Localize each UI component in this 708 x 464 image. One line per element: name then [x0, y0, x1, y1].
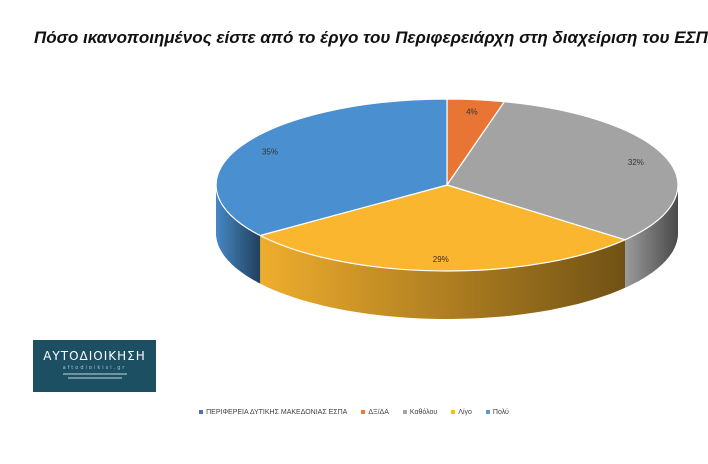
legend-swatch-2	[402, 410, 407, 415]
legend: ΠΕΡΙΦΕΡΕΙΑ ΔΥΤΙΚΗΣ ΜΑΚΕΔΟΝΙΑΣ ΕΣΠΑ ΔΞ/ΔΑ Κ…	[0, 409, 708, 416]
legend-label-2: Καθόλου	[409, 409, 438, 416]
logo-fine-line	[62, 373, 127, 375]
logo-fine-line	[67, 377, 122, 379]
pie-label-1: 32%	[628, 158, 644, 167]
pie-side-shade-1	[625, 185, 678, 288]
legend-label-0: ΠΕΡΙΦΕΡΕΙΑ ΔΥΤΙΚΗΣ ΜΑΚΕΔΟΝΙΑΣ ΕΣΠΑ	[206, 409, 348, 416]
pie-slice-1	[446, 101, 679, 241]
legend-label-3: Λίγο	[458, 409, 472, 416]
legend-label-1: ΔΞ/ΔΑ	[368, 409, 389, 416]
pie-side-shade-3	[216, 185, 261, 284]
pie-slice-2	[259, 184, 626, 272]
pie-side-shade-2	[260, 235, 625, 319]
legend-item-3: Λίγο	[451, 409, 472, 416]
chart-title: Πόσο ικανοποιημένος είστε από το έργο το…	[34, 28, 708, 47]
legend-item-2: Καθόλου	[402, 409, 438, 416]
pie-label-2: 29%	[433, 255, 449, 264]
pie-labels: 4% 32% 29% 35%	[262, 108, 644, 264]
pie-label-3: 35%	[262, 147, 278, 156]
pie-label-0: 4%	[466, 108, 478, 117]
pie-slice-3	[215, 98, 448, 237]
pie-sides	[216, 185, 678, 319]
legend-label-4: Πολύ	[492, 409, 509, 416]
legend-item-1: ΔΞ/ΔΑ	[361, 409, 389, 416]
legend-item-0: ΠΕΡΙΦΕΡΕΙΑ ΔΥΤΙΚΗΣ ΜΑΚΕΔΟΝΙΑΣ ΕΣΠΑ	[199, 409, 347, 416]
legend-item-4: Πολύ	[485, 409, 509, 416]
legend-swatch-3	[451, 410, 456, 415]
logo-name: ΑΥΤΟΔΙΟΙΚΗΣΗ	[43, 349, 146, 363]
legend-swatch-0	[199, 410, 204, 415]
logo-site: aftodioikisi.gr	[62, 365, 127, 371]
pie-slices	[215, 98, 679, 272]
legend-swatch-4	[485, 410, 490, 415]
logo: ΑΥΤΟΔΙΟΙΚΗΣΗ aftodioikisi.gr	[33, 340, 156, 392]
legend-swatch-1	[361, 410, 366, 415]
